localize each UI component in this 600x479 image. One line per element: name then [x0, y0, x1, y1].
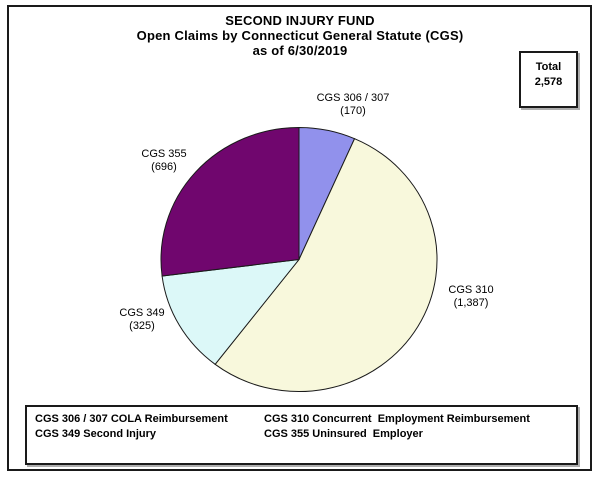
legend-item-cgs-306-307: CGS 306 / 307 COLA Reimbursement [35, 413, 228, 425]
slice-value: (1,387) [453, 297, 489, 309]
slice-value: (170) [340, 105, 366, 117]
total-box: Total 2,578 [519, 51, 578, 108]
title-line-2: Open Claims by Connecticut General Statu… [136, 28, 464, 43]
total-value: 2,578 [534, 76, 563, 88]
legend-right-column: CGS 310 Concurrent Employment Reimbursem… [264, 412, 530, 442]
legend-item-cgs-349: CGS 349 Second Injury [35, 428, 157, 440]
title-line-3: as of 6/30/2019 [252, 43, 348, 58]
slice-name: CGS 355 [141, 148, 187, 160]
slice-label-cgs-306-307: CGS 306 / 307 (170) [300, 92, 406, 118]
pie-slice-cgs-310 [214, 138, 438, 392]
pie-slice-cgs-349 [161, 258, 301, 366]
pie-slice-cgs-355 [160, 126, 300, 277]
legend-box: CGS 306 / 307 COLA Reimbursement CGS 349… [25, 405, 578, 465]
slice-value: (325) [129, 320, 155, 332]
slice-name: CGS 310 [448, 284, 494, 296]
slice-name: CGS 306 / 307 [316, 92, 390, 104]
legend-item-cgs-355: CGS 355 Uninsured Employer [264, 428, 423, 440]
slice-name: CGS 349 [119, 307, 165, 319]
slice-label-cgs-349: CGS 349 (325) [95, 307, 189, 333]
chart-title: SECOND INJURY FUND Open Claims by Connec… [0, 13, 600, 58]
title-line-1: SECOND INJURY FUND [225, 13, 375, 28]
slice-label-cgs-310: CGS 310 (1,387) [427, 284, 515, 310]
total-label: Total [535, 61, 562, 73]
legend-item-cgs-310: CGS 310 Concurrent Employment Reimbursem… [264, 413, 530, 425]
slice-value: (696) [151, 161, 177, 173]
legend-left-column: CGS 306 / 307 COLA Reimbursement CGS 349… [35, 412, 228, 442]
slice-label-cgs-355: CGS 355 (696) [114, 148, 214, 174]
